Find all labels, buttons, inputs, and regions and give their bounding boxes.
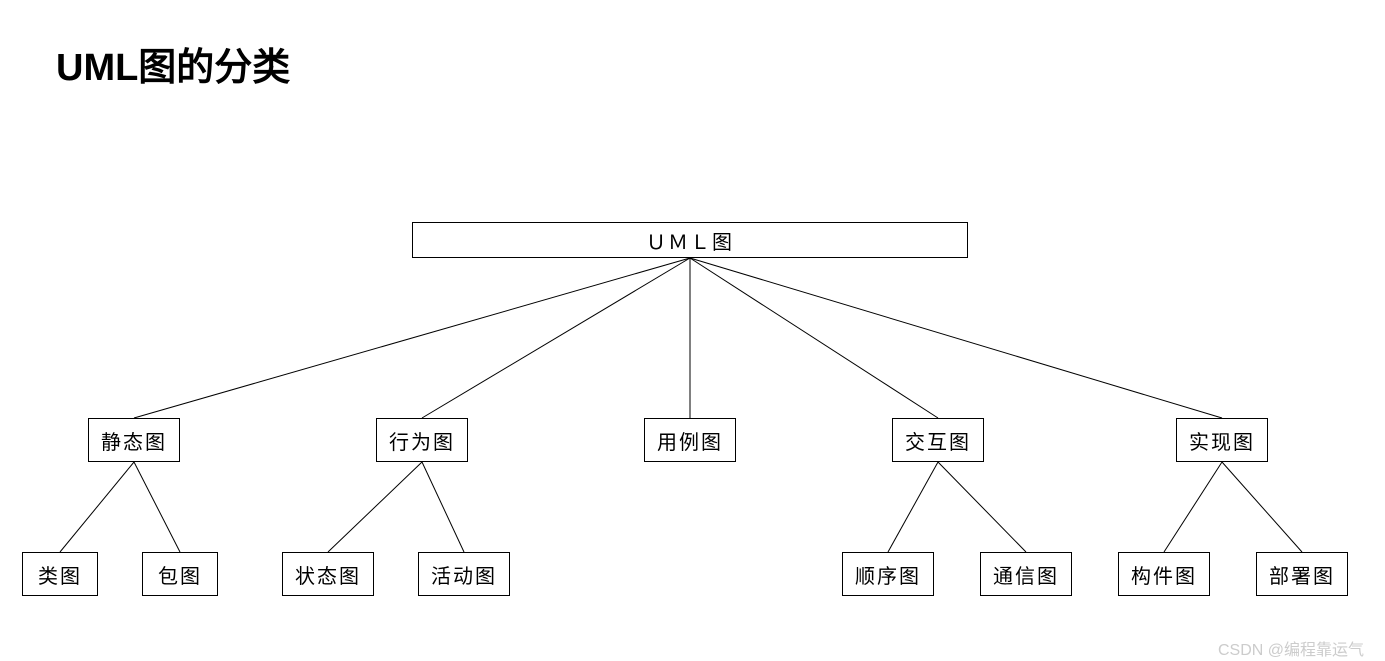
tree-node-comm: 通信图: [980, 552, 1072, 596]
tree-edge: [422, 462, 464, 552]
tree-edge: [888, 462, 938, 552]
watermark-text: CSDN @编程靠运气: [1218, 636, 1364, 660]
tree-edge: [60, 462, 134, 552]
tree-node-root: ＵＭＬ图: [412, 222, 968, 258]
tree-node-pkg: 包图: [142, 552, 218, 596]
tree-edge: [938, 462, 1026, 552]
page-title: UML图的分类: [56, 36, 290, 91]
tree-edge: [328, 462, 422, 552]
tree-edge: [1164, 462, 1222, 552]
tree-node-inter: 交互图: [892, 418, 984, 462]
tree-node-impl: 实现图: [1176, 418, 1268, 462]
tree-edge: [422, 258, 690, 418]
tree-node-usecase: 用例图: [644, 418, 736, 462]
tree-node-act: 活动图: [418, 552, 510, 596]
tree-edge: [134, 258, 690, 418]
tree-edge: [134, 462, 180, 552]
tree-edge: [690, 258, 938, 418]
tree-node-state: 状态图: [282, 552, 374, 596]
tree-node-behav: 行为图: [376, 418, 468, 462]
tree-node-comp: 构件图: [1118, 552, 1210, 596]
tree-node-deploy: 部署图: [1256, 552, 1348, 596]
tree-node-class: 类图: [22, 552, 98, 596]
tree-edge: [690, 258, 1222, 418]
tree-edge: [1222, 462, 1302, 552]
tree-node-seq: 顺序图: [842, 552, 934, 596]
tree-node-static: 静态图: [88, 418, 180, 462]
